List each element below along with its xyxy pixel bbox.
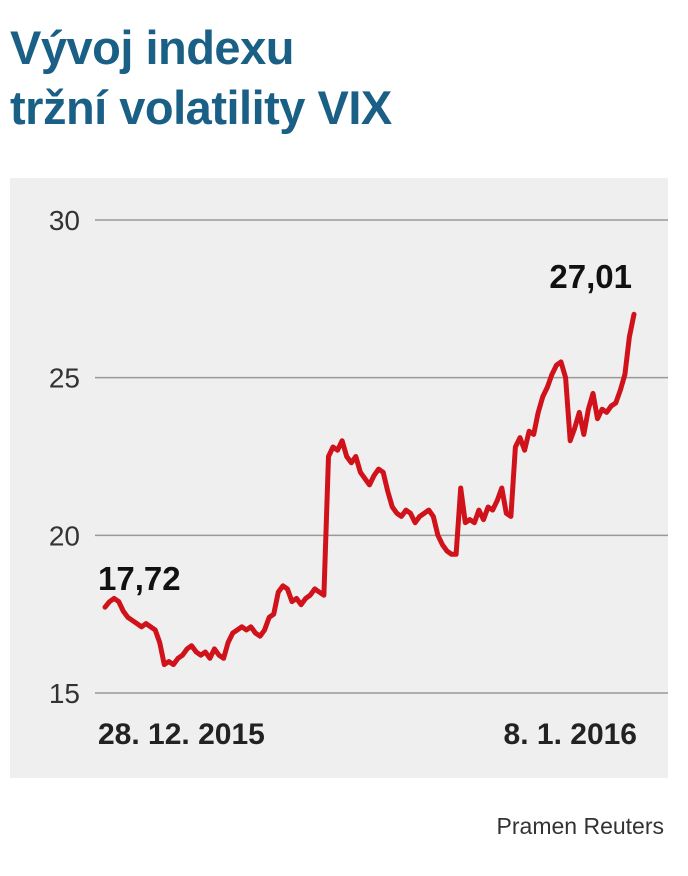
chart-title-line-1: Vývoj indexu — [10, 21, 294, 74]
vix-line-chart: 30 25 20 15 28. 12. 2015 8. 1. 2016 17,72 2… — [49, 205, 668, 751]
grid-lines — [95, 219, 668, 694]
x-axis-label-start: 28. 12. 2015 — [98, 718, 265, 751]
start-value-label: 17,72 — [98, 560, 181, 597]
chart-panel: 30 25 20 15 28. 12. 2015 8. 1. 2016 17,72 2… — [10, 178, 668, 778]
y-tick-label: 20 — [49, 520, 80, 551]
y-tick-label: 30 — [49, 205, 80, 236]
y-axis-ticks: 30 25 20 15 — [49, 205, 80, 709]
end-value-label: 27,01 — [549, 258, 632, 295]
y-tick-label: 25 — [49, 363, 80, 394]
y-tick-label: 15 — [49, 678, 80, 709]
vix-series-line — [102, 311, 637, 668]
chart-title: Vývoj indexu tržní volatility VIX — [10, 18, 392, 138]
chart-title-line-2: tržní volatility VIX — [10, 81, 392, 134]
x-axis-label-end: 8. 1. 2016 — [504, 718, 637, 751]
source-credit: Pramen Reuters — [496, 813, 664, 839]
